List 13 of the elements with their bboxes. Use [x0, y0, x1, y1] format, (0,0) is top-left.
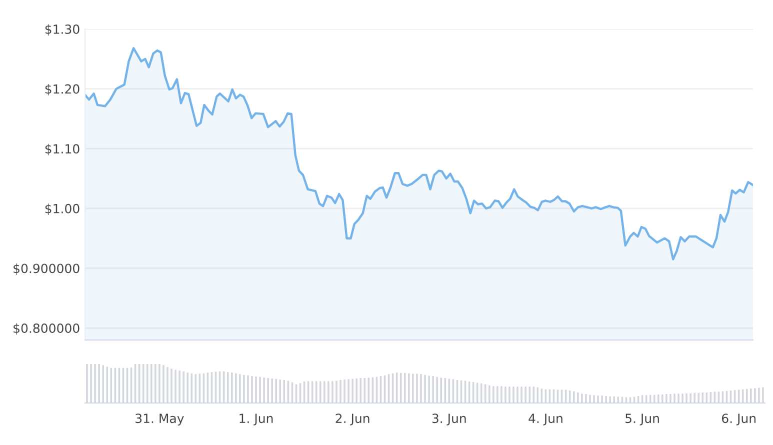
y-tick-label: $1.00 — [45, 204, 80, 216]
x-tick-label: 4. Jun — [528, 414, 562, 426]
y-tick-label: $1.10 — [45, 144, 80, 156]
x-tick-label: 6. Jun — [722, 414, 756, 426]
y-tick-label: $0.900000 — [14, 263, 80, 275]
x-tick-label: 5. Jun — [626, 414, 659, 426]
x-tick-label: 3. Jun — [432, 414, 466, 426]
y-tick-label: $0.800000 — [14, 323, 80, 335]
x-tick-label: 31. May — [136, 414, 184, 426]
y-tick-label: $1.20 — [45, 84, 80, 96]
x-tick-label: 2. Jun — [336, 414, 370, 426]
y-tick-label: $1.30 — [45, 24, 80, 36]
x-tick-label: 1. Jun — [240, 414, 273, 426]
